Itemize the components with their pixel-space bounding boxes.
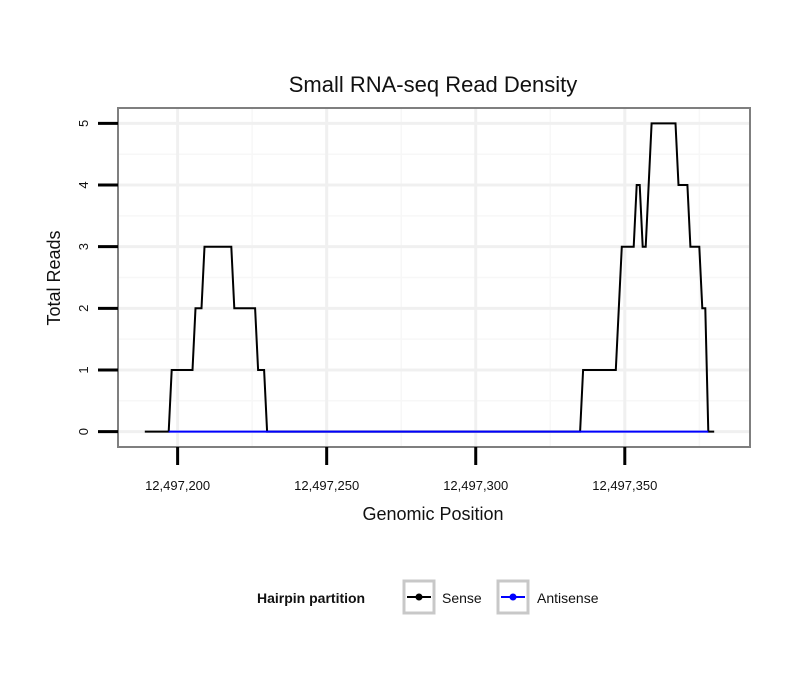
y-tick-label: 3 xyxy=(76,243,91,250)
y-tick-label: 1 xyxy=(76,366,91,373)
y-axis-label: Total Reads xyxy=(44,230,64,325)
legend-label-antisense: Antisense xyxy=(537,590,599,606)
x-tick-label: 12,497,350 xyxy=(592,478,657,493)
legend: Hairpin partition Sense Antisense xyxy=(257,579,599,615)
legend-label-sense: Sense xyxy=(442,590,482,606)
legend-marker-antisense xyxy=(509,593,517,601)
legend-marker-sense xyxy=(415,593,423,601)
y-axis: 0 1 2 3 4 5 xyxy=(76,120,118,435)
x-tick-label: 12,497,250 xyxy=(294,478,359,493)
series-lines xyxy=(144,122,715,433)
chart-title: Small RNA-seq Read Density xyxy=(289,72,578,97)
x-axis-label: Genomic Position xyxy=(362,504,503,524)
x-axis: 12,497,200 12,497,250 12,497,300 12,497,350 xyxy=(145,447,657,493)
legend-title: Hairpin partition xyxy=(257,590,365,606)
legend-item-sense: Sense xyxy=(402,579,482,615)
x-tick-label: 12,497,300 xyxy=(443,478,508,493)
y-tick-label: 0 xyxy=(76,428,91,435)
x-tick-label: 12,497,200 xyxy=(145,478,210,493)
y-tick-label: 5 xyxy=(76,120,91,127)
series-line-sense xyxy=(144,122,715,433)
legend-item-antisense: Antisense xyxy=(496,579,599,615)
y-tick-label: 4 xyxy=(76,181,91,188)
y-tick-label: 2 xyxy=(76,305,91,312)
plot-border xyxy=(117,107,751,448)
